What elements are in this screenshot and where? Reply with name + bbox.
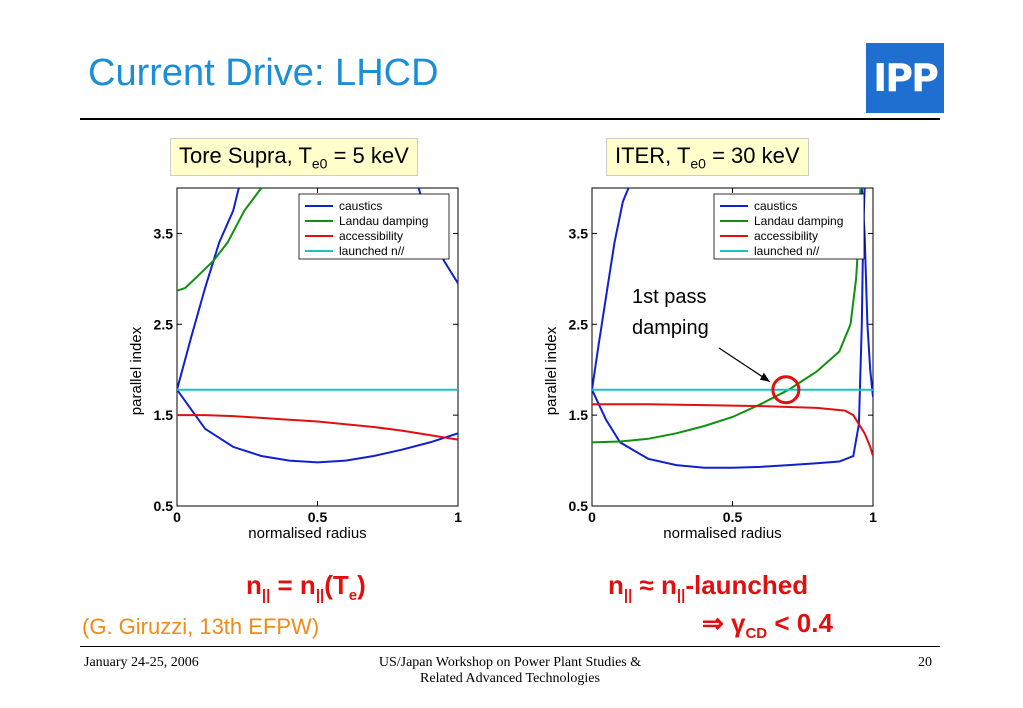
- series-line: [592, 403, 873, 457]
- title-divider: [80, 118, 940, 120]
- x-tick-label: 0: [173, 509, 181, 525]
- y-tick-label: 3.5: [154, 225, 174, 241]
- x-tick-label: 1: [454, 509, 462, 525]
- y-tick-label: 2.5: [569, 316, 589, 332]
- series-line: [177, 414, 458, 441]
- y-axis-label: parallel index: [128, 326, 145, 415]
- y-tick-label: 2.5: [154, 316, 174, 332]
- annotation-arrowhead: [759, 372, 770, 382]
- legend-box: [298, 193, 450, 260]
- y-tick-label: 1.5: [569, 407, 589, 423]
- x-tick-label: 0.5: [723, 509, 743, 525]
- right-formula-line1: n|| ≈ n||-launched: [608, 570, 809, 605]
- footer-page-number: 20: [918, 655, 932, 670]
- x-axis-label: normalised radius: [248, 525, 366, 542]
- legend-box: [713, 193, 865, 260]
- footer-divider: [80, 646, 940, 647]
- right-formula-line2: ⇒ γCD < 0.4: [702, 608, 833, 643]
- legend-label: caustics: [339, 199, 382, 213]
- series-line: [177, 389, 458, 464]
- series-line: [592, 188, 630, 390]
- ipp-logo: IPP: [866, 43, 944, 113]
- series-line: [592, 188, 866, 469]
- y-tick-label: 1.5: [154, 407, 174, 423]
- x-tick-label: 0.5: [308, 509, 328, 525]
- legend-label: Landau damping: [754, 214, 843, 228]
- footer-workshop-line2: Related Advanced Technologies: [420, 671, 600, 686]
- series-line: [177, 188, 240, 390]
- x-axis-label: normalised radius: [663, 525, 781, 542]
- x-tick-label: 1: [869, 509, 877, 525]
- legend-label: launched n//: [754, 244, 820, 258]
- right-chart-label: ITER, Te0 = 30 keV: [606, 138, 809, 177]
- y-tick-label: 3.5: [569, 225, 589, 241]
- legend-label: launched n//: [339, 244, 405, 258]
- footer-workshop: US/Japan Workshop on Power Plant Studies…: [350, 655, 670, 687]
- footer-workshop-line1: US/Japan Workshop on Power Plant Studies…: [378, 655, 642, 670]
- annotation-text: 1st pass: [632, 286, 706, 308]
- plot-series: [177, 188, 458, 464]
- legend-label: Landau damping: [339, 214, 428, 228]
- footer-date: January 24-25, 2006: [84, 655, 199, 670]
- y-axis-label: parallel index: [543, 326, 560, 415]
- damping-highlight-circle: [771, 375, 801, 405]
- left-formula: n|| = n||(Te): [246, 570, 366, 605]
- series-line: [177, 188, 263, 292]
- slide-title: Current Drive: LHCD: [88, 52, 439, 94]
- annotation-text: damping: [632, 317, 709, 339]
- left-chart-label: Tore Supra, Te0 = 5 keV: [170, 138, 418, 177]
- legend-label: accessibility: [754, 229, 818, 243]
- y-tick-label: 0.5: [569, 498, 589, 514]
- legend-label: accessibility: [339, 229, 403, 243]
- legend-label: caustics: [754, 199, 797, 213]
- citation: (G. Giruzzi, 13th EFPW): [82, 614, 320, 639]
- annotation-arrow: [718, 347, 771, 383]
- x-tick-label: 0: [588, 509, 596, 525]
- y-tick-label: 0.5: [154, 498, 174, 514]
